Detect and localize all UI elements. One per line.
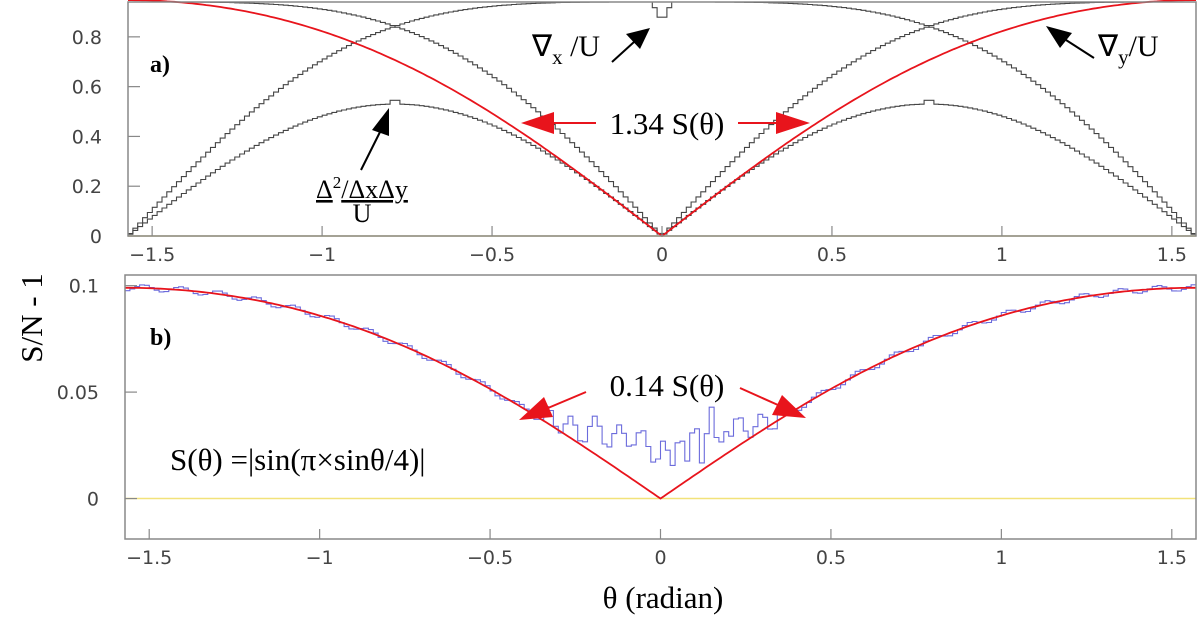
- panel-b-x-tick-label: −0.5: [467, 547, 513, 569]
- panel-b-label: b): [150, 325, 171, 351]
- panel-b-y-tick-label: 0.1: [69, 276, 99, 298]
- panel-b-ticks: −1.5 −1 −0.5 0 0.5 1 1.5 0 0.05 0.1: [57, 276, 1187, 569]
- mixed-arrow: [360, 108, 389, 171]
- panel-b-y-tick-label: 0: [87, 489, 99, 511]
- grad-x-label: ∇x /U: [531, 30, 600, 69]
- grad-y-subscript: y: [1118, 45, 1129, 69]
- panel-a-label: a): [150, 52, 170, 78]
- formula-label: S(θ) =|sin(π×sinθ/4)|: [170, 442, 425, 477]
- panel-a-x-tick-label: −1: [308, 244, 336, 266]
- panel-a-y-tick-label: 0.4: [72, 126, 102, 148]
- mixed-rest: /ΔxΔy: [341, 175, 408, 204]
- fit-arrow-a-right: [738, 112, 810, 134]
- panel-b-x-tick-label: 0: [654, 547, 666, 569]
- grad-x-rest: /U: [563, 30, 601, 63]
- mixed-superscript: 2: [333, 173, 342, 192]
- panel-a-y-tick-label: 0.6: [72, 77, 102, 99]
- panel-a-series-grad-x-over-U: [128, 1, 1196, 235]
- panel-b-series-fit: [125, 286, 1196, 500]
- panel-a: −1.5 −1 −0.5 0 0.5 1 1.500.20.40.60.8 a) ∇x /U…: [72, 0, 1197, 266]
- fit-arrow-a-left: [521, 112, 596, 134]
- panel-b-x-tick-label: 0.5: [816, 547, 846, 569]
- grad-y-label: ∇y/U: [1097, 30, 1159, 69]
- panel-a-ticks: −1.5 −1 −0.5 0 0.5 1 1.5 0 0.2 0.4 0.6 0.8: [72, 27, 1187, 266]
- panel-b-x-tick-label: 1: [995, 547, 1007, 569]
- panel-a-x-tick-label: 0: [656, 244, 668, 266]
- panel-a-y-tick-label: 0.8: [72, 27, 102, 49]
- panel-b-x-tick-label: −1: [306, 547, 334, 569]
- mixed-delta: Δ: [316, 175, 333, 204]
- panel-a-y-tick-label: 0.2: [72, 176, 102, 198]
- panel-a-x-tick-label: 1.5: [1157, 244, 1187, 266]
- mixed-label-denominator: U: [353, 199, 372, 228]
- panel-b-x-tick-label: 1.5: [1157, 547, 1187, 569]
- grad-y-arrow: [1046, 26, 1095, 59]
- panel-a-x-tick-label: 0.5: [817, 244, 847, 266]
- fit-arrow-b-left: [519, 391, 587, 420]
- grad-x-symbol: ∇: [531, 30, 553, 63]
- mixed-label-numerator: Δ2/ΔxΔy: [316, 173, 408, 204]
- fit-label-b: 0.14 S(θ): [610, 368, 725, 403]
- panel-a-x-tick-label: −0.5: [469, 244, 515, 266]
- panel-b-x-tick-label: −1.5: [126, 547, 172, 569]
- panel-a-x-tick-label: −1.5: [129, 244, 175, 266]
- y-axis-title: S/N - 1: [14, 273, 49, 363]
- x-axis-title: θ (radian): [603, 580, 724, 615]
- grad-x-arrow: [611, 28, 650, 63]
- fit-label-a: 1.34 S(θ): [610, 106, 725, 141]
- grad-x-subscript: x: [552, 45, 563, 69]
- panel-a-y-tick-label: 0: [90, 226, 102, 248]
- panel-b: −1.5 −1 −0.5 0 0.5 1 1.500.050.1 b) 0.14 S(θ) …: [57, 274, 1197, 569]
- panel-a-x-tick-label: 1: [996, 244, 1008, 266]
- grad-y-rest: /U: [1129, 30, 1159, 63]
- fit-arrow-b-right: [739, 387, 806, 418]
- panel-b-plot: [125, 284, 1196, 500]
- panel-b-y-tick-label: 0.05: [57, 382, 99, 404]
- grad-y-symbol: ∇: [1097, 30, 1119, 63]
